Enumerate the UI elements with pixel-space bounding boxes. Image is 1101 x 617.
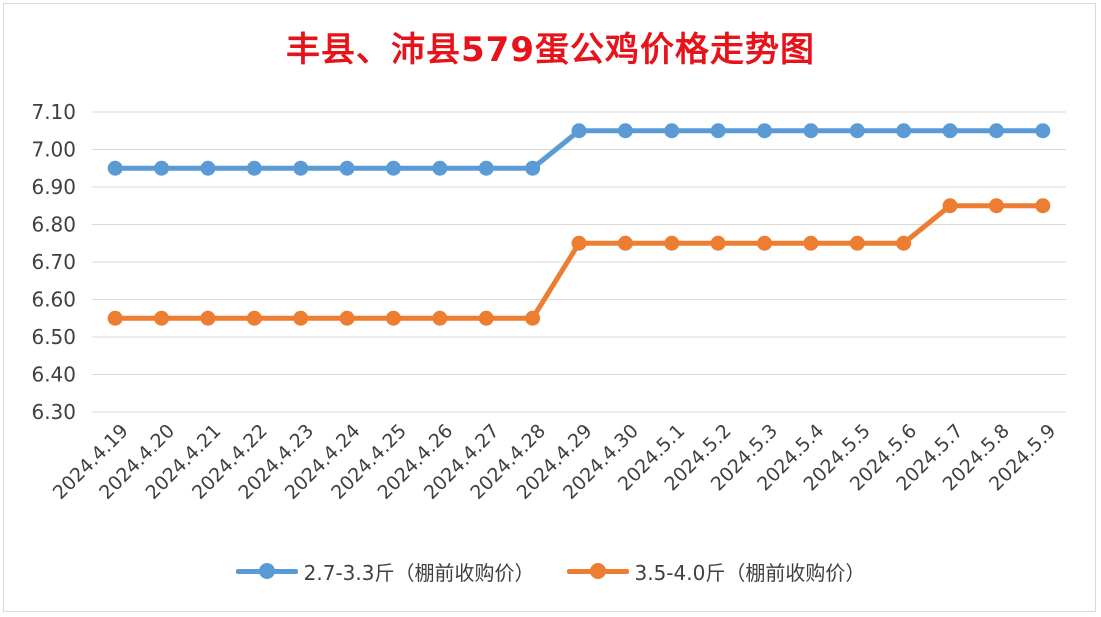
legend-item-series-1[interactable]: 2.7-3.3斤（棚前收购价） [235, 557, 535, 586]
y-tick-label: 6.90 [31, 175, 76, 199]
data-point-series-2 [154, 310, 170, 326]
data-point-series-1 [664, 123, 680, 139]
y-tick-label: 6.50 [31, 325, 76, 349]
legend: 2.7-3.3斤（棚前收购价） 3.5-4.0斤（棚前收购价） [0, 556, 1101, 586]
data-point-series-2 [385, 310, 401, 326]
data-point-series-2 [200, 310, 216, 326]
data-point-series-2 [617, 235, 633, 251]
data-point-series-1 [107, 160, 123, 176]
chart-title: 丰县、沛县579蛋公鸡价格走势图 [286, 30, 815, 70]
y-tick-label: 6.60 [31, 288, 76, 312]
data-point-series-2 [478, 310, 494, 326]
data-point-series-2 [246, 310, 262, 326]
y-tick-label: 6.70 [31, 250, 76, 274]
data-point-series-2 [1035, 198, 1051, 214]
data-point-series-2 [293, 310, 309, 326]
data-point-series-2 [757, 235, 773, 251]
data-point-series-1 [200, 160, 216, 176]
data-point-series-1 [246, 160, 262, 176]
data-point-series-2 [432, 310, 448, 326]
data-point-series-2 [896, 235, 912, 251]
data-point-series-1 [385, 160, 401, 176]
data-point-series-2 [710, 235, 726, 251]
data-point-series-1 [525, 160, 541, 176]
data-point-series-1 [1035, 123, 1051, 139]
data-point-series-1 [757, 123, 773, 139]
y-tick-label: 6.30 [31, 400, 76, 424]
data-point-series-1 [339, 160, 355, 176]
legend-label-series-2: 3.5-4.0斤（棚前收购价） [634, 560, 866, 585]
data-point-series-1 [803, 123, 819, 139]
data-point-series-1 [849, 123, 865, 139]
data-point-series-1 [478, 160, 494, 176]
legend-swatch-series-2 [566, 561, 629, 581]
data-point-series-1 [710, 123, 726, 139]
y-tick-label: 6.40 [31, 363, 76, 387]
data-point-series-2 [571, 235, 587, 251]
data-point-series-1 [293, 160, 309, 176]
data-point-series-2 [942, 198, 958, 214]
data-point-series-2 [525, 310, 541, 326]
data-point-series-1 [154, 160, 170, 176]
chart-frame [3, 3, 1096, 612]
data-point-series-1 [617, 123, 633, 139]
data-point-series-1 [432, 160, 448, 176]
data-point-series-1 [988, 123, 1004, 139]
data-point-series-2 [339, 310, 355, 326]
data-point-series-1 [571, 123, 587, 139]
y-tick-label: 6.80 [31, 213, 76, 237]
data-point-series-2 [107, 310, 123, 326]
legend-swatch-series-1 [235, 561, 298, 581]
data-point-series-2 [664, 235, 680, 251]
legend-item-series-2[interactable]: 3.5-4.0斤（棚前收购价） [566, 557, 866, 586]
data-point-series-1 [896, 123, 912, 139]
data-point-series-1 [942, 123, 958, 139]
data-point-series-2 [988, 198, 1004, 214]
data-point-series-2 [803, 235, 819, 251]
y-tick-label: 7.10 [31, 100, 76, 124]
legend-label-series-1: 2.7-3.3斤（棚前收购价） [303, 560, 535, 585]
data-point-series-2 [849, 235, 865, 251]
y-tick-label: 7.00 [31, 138, 76, 162]
